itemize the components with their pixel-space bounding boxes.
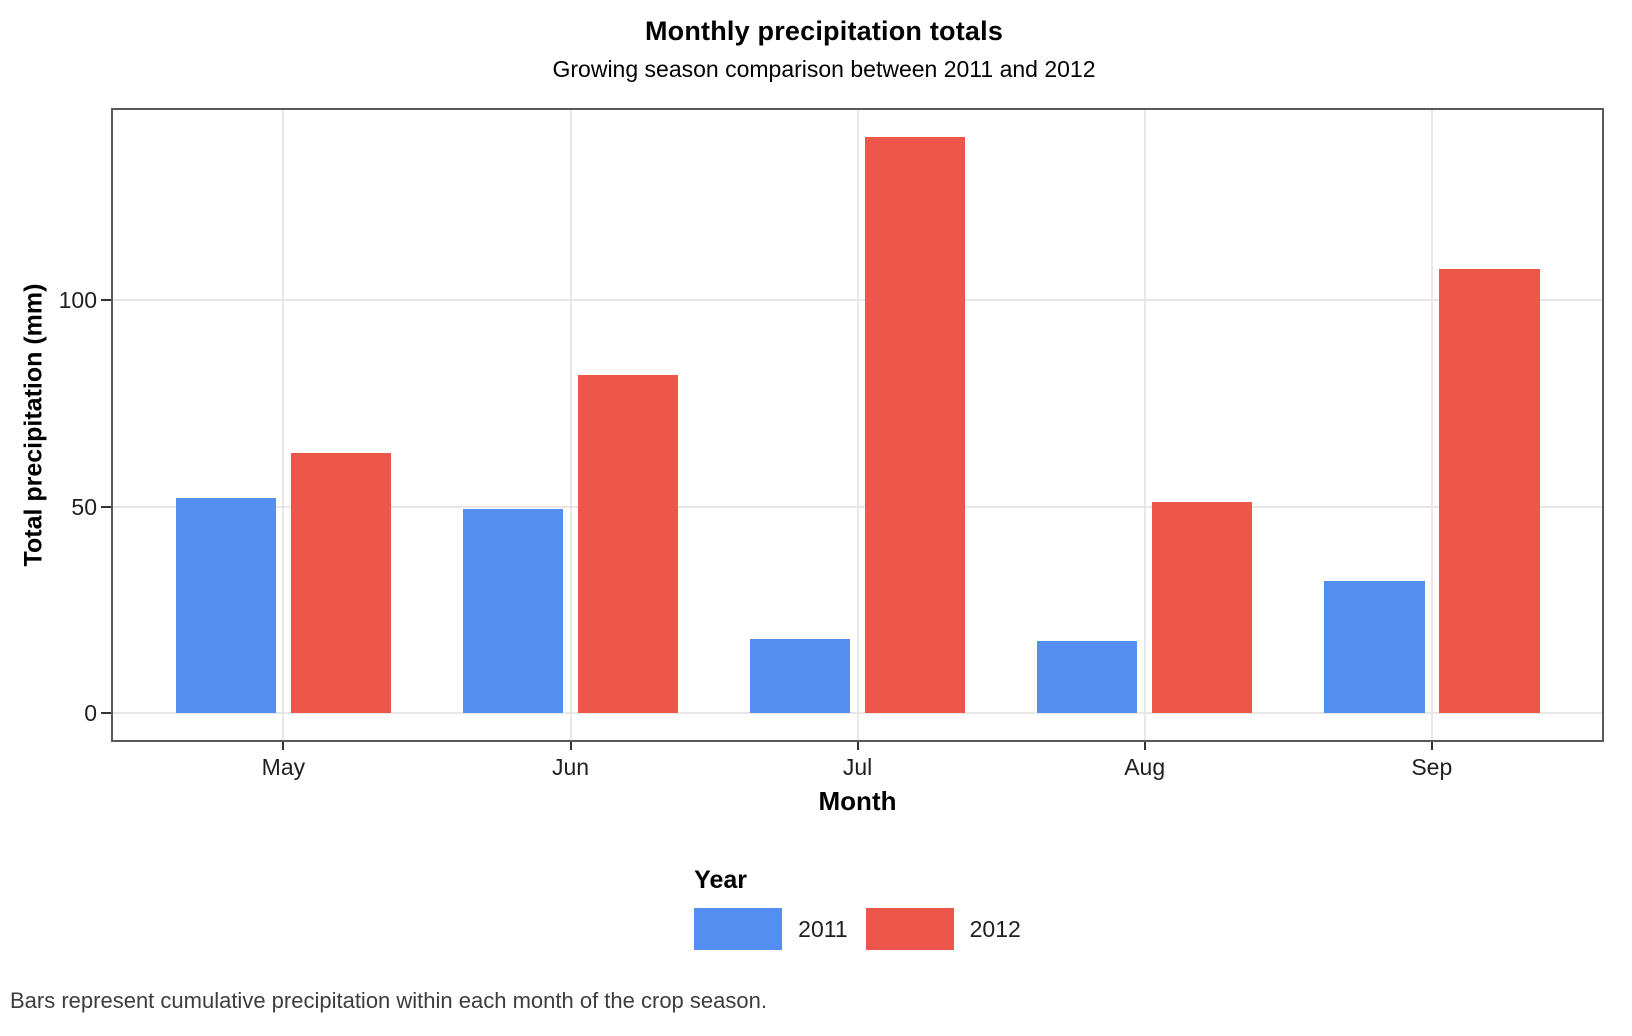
chart-subtitle: Growing season comparison between 2011 a…: [552, 56, 1096, 82]
legend-key-2011: 2011: [694, 908, 848, 950]
legend: Year 2011 2012: [111, 866, 1604, 950]
legend-key-2012: 2012: [865, 908, 1021, 950]
y-axis-title: Total precipitation (mm): [19, 283, 48, 567]
bar-2012-Jun: [577, 374, 679, 713]
x-tick-label-Jul: Jul: [842, 754, 873, 780]
x-tick-label-Jun: Jun: [551, 754, 590, 780]
gridline-x-Aug: [1143, 110, 1146, 740]
bar-2012-Aug: [1151, 502, 1253, 713]
y-tick-label-50: 50: [71, 493, 97, 520]
x-tick-label-Sep: Sep: [1411, 754, 1453, 780]
bar-2011-May: [175, 498, 277, 713]
x-tick-Aug: [1143, 742, 1146, 750]
legend-swatch-2012: [865, 908, 954, 950]
bar-2012-May: [290, 452, 392, 713]
legend-keys: 2011 2012: [694, 908, 1021, 950]
bar-2012-Jul: [864, 137, 966, 713]
gridline-x-Jul: [856, 110, 859, 740]
bar-2012-Sep: [1439, 269, 1540, 713]
bar-2011-Sep: [1324, 580, 1425, 713]
bar-2011-Aug: [1036, 640, 1138, 713]
y-tick-100: [101, 299, 111, 302]
legend-box: Year 2011 2012: [694, 866, 1021, 950]
y-tick-0: [101, 712, 111, 714]
x-tick-Jul: [856, 742, 859, 750]
x-tick-Sep: [1430, 742, 1433, 750]
gridline-x-Sep: [1430, 110, 1433, 740]
chart-caption: Bars represent cumulative precipitation …: [10, 988, 767, 1013]
y-tick-label-100: 100: [58, 287, 97, 314]
x-tick-May: [282, 742, 285, 750]
bar-2011-Jul: [749, 638, 851, 713]
bar-2011-Jun: [462, 508, 564, 713]
gridline-x-May: [282, 110, 285, 740]
legend-label-2012: 2012: [969, 915, 1021, 942]
y-tick-label-0: 0: [84, 700, 97, 726]
legend-label-2011: 2011: [798, 915, 848, 942]
legend-swatch-2011: [694, 908, 783, 950]
chart-title: Monthly precipitation totals: [644, 16, 1004, 46]
x-tick-label-Aug: Aug: [1124, 754, 1166, 780]
y-tick-50: [101, 505, 111, 508]
gridline-x-Jun: [569, 110, 572, 740]
x-axis-title: Month: [818, 786, 897, 816]
x-tick-label-May: May: [261, 754, 306, 780]
legend-title: Year: [694, 866, 748, 894]
plot-panel: [111, 108, 1604, 742]
x-tick-Jun: [569, 742, 572, 750]
